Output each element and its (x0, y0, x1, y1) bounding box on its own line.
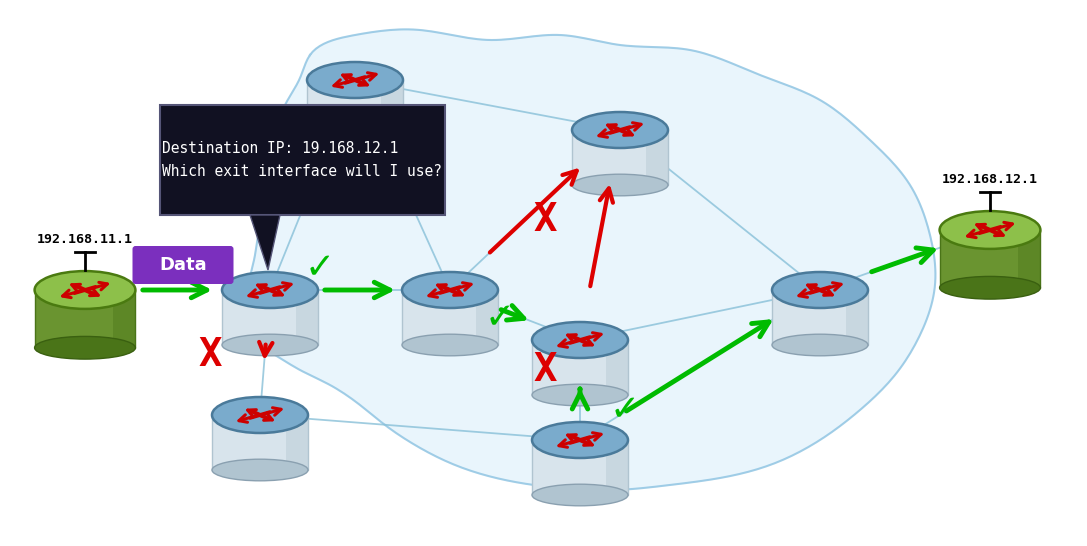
Ellipse shape (212, 397, 308, 433)
Ellipse shape (532, 484, 628, 506)
Text: 192.168.12.1: 192.168.12.1 (942, 173, 1038, 186)
FancyBboxPatch shape (160, 105, 445, 215)
Polygon shape (402, 290, 498, 345)
Ellipse shape (772, 334, 869, 356)
Polygon shape (532, 440, 628, 495)
Polygon shape (847, 290, 869, 345)
Text: X: X (534, 351, 557, 389)
Polygon shape (572, 130, 669, 185)
Ellipse shape (532, 384, 628, 406)
Polygon shape (250, 215, 280, 270)
Text: ✓: ✓ (610, 393, 640, 427)
Ellipse shape (222, 334, 318, 356)
Text: ✓: ✓ (485, 301, 515, 335)
Text: ✓: ✓ (304, 251, 335, 285)
Polygon shape (382, 80, 403, 135)
Ellipse shape (532, 422, 628, 458)
Text: Destination IP: 19.168.12.1
Which exit interface will I use?: Destination IP: 19.168.12.1 Which exit i… (162, 141, 442, 179)
Ellipse shape (402, 334, 498, 356)
Polygon shape (772, 290, 869, 345)
Ellipse shape (572, 112, 669, 148)
Polygon shape (607, 340, 628, 395)
Ellipse shape (212, 459, 308, 481)
Ellipse shape (532, 322, 628, 358)
Polygon shape (113, 290, 136, 348)
Polygon shape (307, 80, 403, 135)
Ellipse shape (939, 276, 1040, 299)
Text: 192.168.11.1: 192.168.11.1 (37, 233, 133, 246)
Ellipse shape (772, 272, 869, 308)
Polygon shape (532, 340, 628, 395)
Text: X: X (388, 176, 412, 214)
Ellipse shape (35, 271, 136, 309)
Polygon shape (212, 415, 308, 470)
Polygon shape (607, 440, 628, 495)
Ellipse shape (222, 272, 318, 308)
Ellipse shape (572, 174, 669, 196)
Polygon shape (245, 29, 936, 490)
Ellipse shape (402, 272, 498, 308)
Polygon shape (286, 415, 308, 470)
Polygon shape (222, 290, 318, 345)
Text: X: X (198, 336, 222, 374)
FancyBboxPatch shape (133, 246, 234, 284)
Ellipse shape (307, 124, 403, 146)
Ellipse shape (939, 211, 1040, 249)
Text: X: X (534, 201, 557, 239)
Polygon shape (647, 130, 669, 185)
Polygon shape (297, 290, 318, 345)
Polygon shape (939, 230, 1040, 288)
Ellipse shape (35, 336, 136, 359)
Polygon shape (1017, 230, 1040, 288)
Ellipse shape (307, 62, 403, 98)
Text: Data: Data (159, 256, 207, 274)
Polygon shape (35, 290, 136, 348)
Polygon shape (476, 290, 498, 345)
